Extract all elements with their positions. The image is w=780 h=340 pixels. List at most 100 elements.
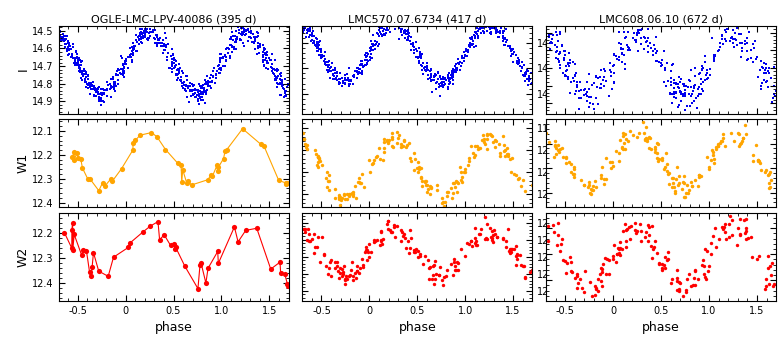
Point	[402, 37, 415, 43]
Point	[474, 26, 487, 32]
Point	[516, 184, 528, 189]
Point	[717, 132, 729, 137]
Point	[199, 81, 211, 86]
Point	[362, 250, 374, 255]
Point	[413, 55, 425, 61]
Point	[634, 36, 647, 41]
Point	[459, 48, 472, 53]
Point	[87, 250, 100, 255]
Point	[95, 96, 108, 101]
Point	[122, 65, 134, 70]
Point	[262, 66, 275, 72]
Point	[343, 194, 356, 199]
Point	[411, 248, 424, 253]
Point	[441, 189, 453, 195]
Point	[408, 247, 420, 253]
Point	[616, 59, 629, 65]
Point	[584, 190, 597, 196]
Point	[339, 81, 351, 87]
Point	[551, 242, 564, 248]
Point	[197, 82, 209, 88]
Point	[168, 242, 180, 247]
Point	[384, 228, 396, 233]
Point	[432, 69, 445, 75]
Point	[661, 61, 673, 66]
Point	[215, 65, 227, 71]
Point	[403, 227, 416, 233]
Point	[175, 75, 187, 80]
Point	[727, 36, 739, 41]
Point	[645, 255, 658, 261]
Point	[275, 81, 288, 87]
Point	[448, 69, 461, 75]
Point	[390, 14, 402, 20]
Point	[608, 80, 620, 85]
Point	[427, 78, 440, 83]
Point	[419, 64, 431, 70]
Point	[72, 63, 84, 68]
Point	[225, 43, 238, 49]
Point	[442, 72, 455, 78]
Point	[124, 240, 136, 245]
Point	[395, 27, 407, 32]
Point	[395, 29, 408, 34]
Point	[381, 221, 393, 227]
Point	[512, 176, 524, 182]
Point	[80, 69, 92, 75]
Point	[126, 44, 139, 50]
Point	[346, 193, 359, 199]
Point	[180, 73, 193, 79]
Point	[161, 58, 174, 63]
Point	[587, 82, 599, 88]
Point	[414, 175, 427, 180]
Point	[148, 36, 161, 42]
Point	[548, 154, 561, 160]
Point	[554, 31, 566, 36]
Point	[321, 271, 334, 276]
Point	[640, 136, 653, 141]
Point	[563, 91, 576, 96]
Point	[158, 41, 170, 47]
Point	[391, 17, 403, 22]
Point	[463, 44, 475, 49]
Point	[323, 265, 335, 270]
Point	[297, 137, 310, 142]
Point	[239, 28, 251, 33]
Point	[575, 177, 587, 183]
Point	[245, 35, 257, 40]
Point	[248, 37, 261, 43]
Point	[80, 78, 92, 84]
Point	[76, 69, 88, 75]
Point	[391, 224, 403, 229]
Point	[481, 131, 494, 136]
Point	[186, 81, 198, 86]
Point	[408, 249, 420, 254]
Point	[702, 268, 714, 273]
Point	[671, 164, 683, 169]
Point	[194, 95, 207, 100]
Point	[110, 73, 122, 78]
Point	[682, 84, 694, 89]
Point	[422, 257, 434, 262]
Point	[381, 27, 393, 32]
Point	[186, 92, 199, 97]
Point	[555, 146, 568, 151]
Point	[420, 183, 433, 188]
Point	[712, 143, 725, 149]
Point	[231, 36, 243, 41]
Point	[257, 57, 269, 62]
Point	[554, 62, 566, 67]
Point	[420, 190, 433, 195]
Point	[92, 91, 105, 97]
Point	[364, 38, 377, 44]
Point	[303, 232, 316, 237]
Point	[239, 23, 252, 29]
Point	[206, 79, 218, 84]
Point	[350, 196, 363, 201]
Point	[561, 67, 573, 73]
Point	[766, 260, 778, 266]
Point	[387, 22, 399, 28]
Point	[134, 32, 147, 37]
Point	[466, 151, 479, 156]
Point	[260, 55, 272, 61]
